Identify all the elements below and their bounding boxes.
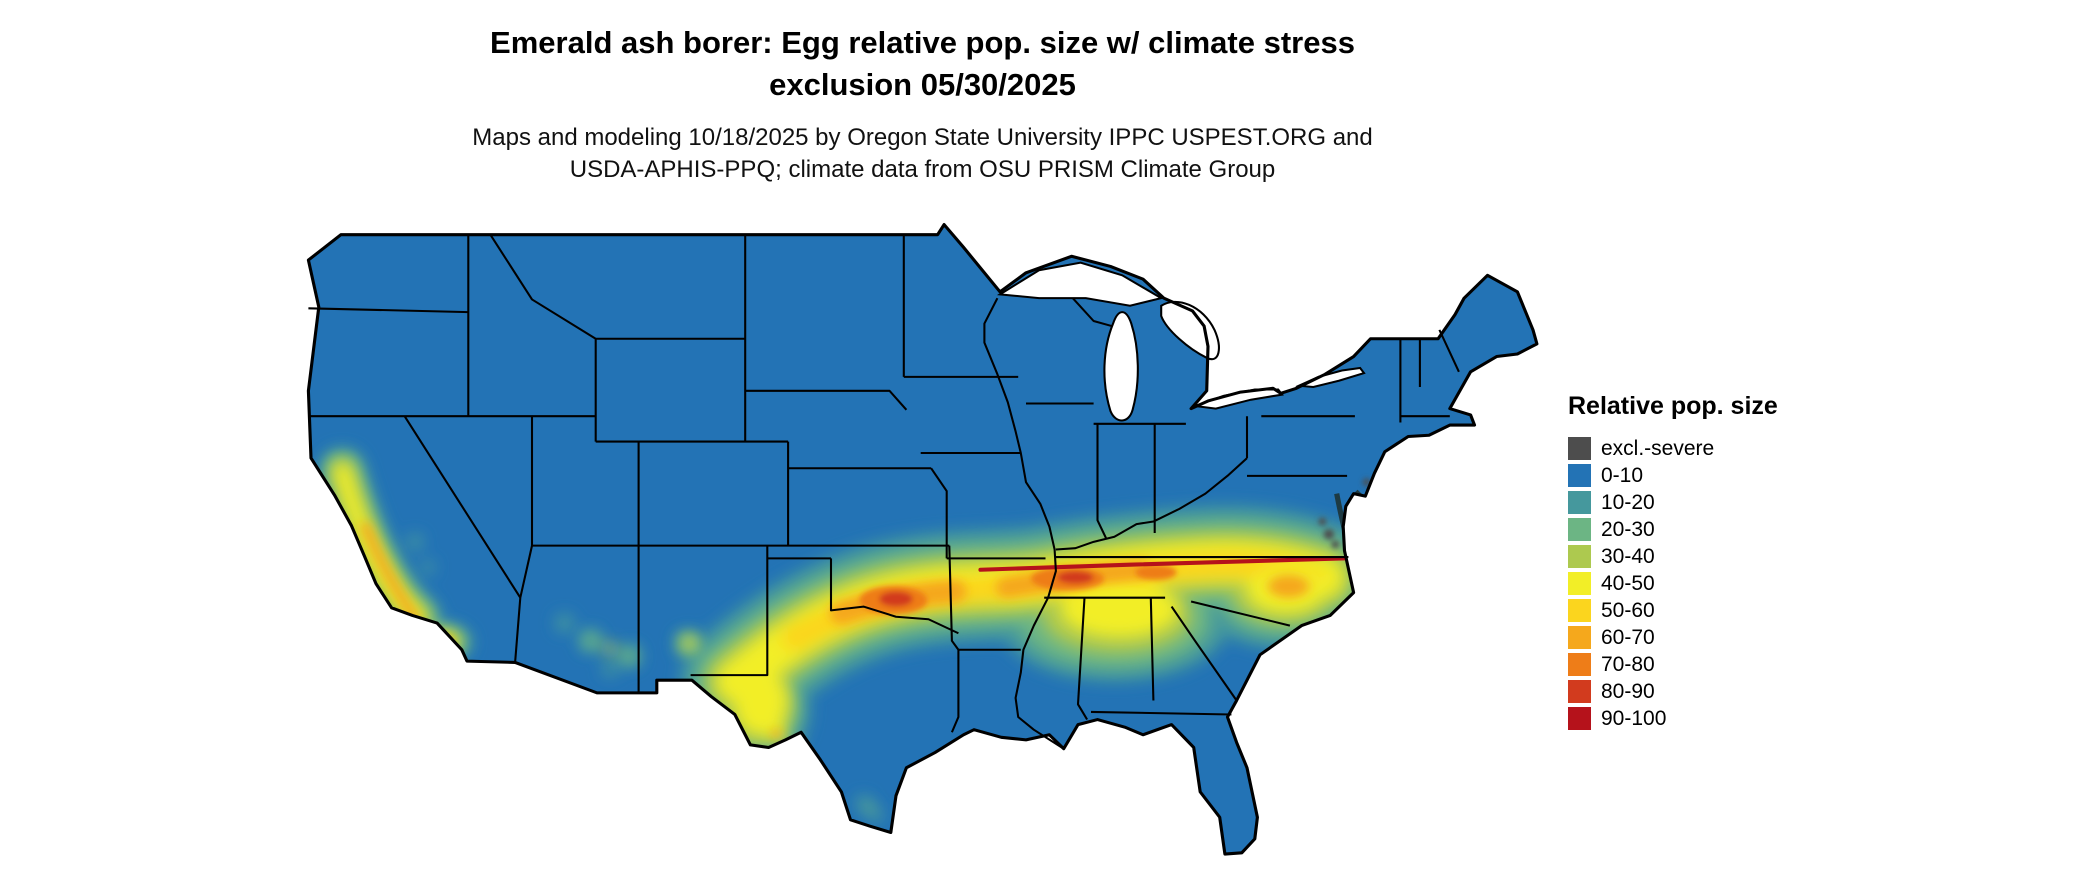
page-title: Emerald ash borer: Egg relative pop. siz…: [490, 25, 1355, 102]
legend-swatch: [1568, 680, 1591, 703]
legend-label: 0-10: [1601, 464, 1644, 487]
legend: Relative pop. size excl.-severe 0-10 10-…: [1568, 392, 1778, 732]
legend-swatch: [1568, 491, 1591, 514]
legend-item: 70-80: [1568, 651, 1778, 678]
us-map: [306, 223, 1539, 856]
legend-swatch: [1568, 572, 1591, 595]
legend-label: 10-20: [1601, 491, 1655, 514]
band-70-90: [437, 564, 1177, 647]
legend-swatch: [1568, 545, 1591, 568]
legend-item: 20-30: [1568, 516, 1778, 543]
legend-item: 30-40: [1568, 543, 1778, 570]
lake-superior: [996, 261, 1164, 307]
legend-label: 60-70: [1601, 626, 1655, 649]
legend-swatch: [1568, 464, 1591, 487]
legend-swatch: [1568, 653, 1591, 676]
legend-swatch: [1568, 626, 1591, 649]
legend-label: excl.-severe: [1601, 437, 1715, 460]
legend-item: 90-100: [1568, 705, 1778, 732]
legend-item: 80-90: [1568, 678, 1778, 705]
state-borders: [308, 234, 1460, 750]
legend-swatch: [1568, 518, 1591, 541]
legend-label: 50-60: [1601, 599, 1655, 622]
legend-item: 40-50: [1568, 570, 1778, 597]
legend-label: 40-50: [1601, 572, 1655, 595]
legend-label: 90-100: [1601, 707, 1667, 730]
legend-swatch: [1568, 707, 1591, 730]
legend-item: 0-10: [1568, 462, 1778, 489]
legend-item: 50-60: [1568, 597, 1778, 624]
legend-item: excl.-severe: [1568, 435, 1778, 462]
us-map-container: [298, 222, 1546, 882]
great-lakes: [996, 261, 1366, 422]
band-90-100: [978, 556, 1348, 572]
legend-swatch: [1568, 599, 1591, 622]
legend-label: 70-80: [1601, 653, 1655, 676]
raster-layer: [308, 224, 1537, 855]
legend-item: 10-20: [1568, 489, 1778, 516]
legend-swatch: [1568, 437, 1591, 460]
legend-item: 60-70: [1568, 624, 1778, 651]
page-subtitle: Maps and modeling 10/18/2025 by Oregon S…: [472, 123, 1373, 184]
title-block: Emerald ash borer: Egg relative pop. siz…: [0, 22, 1845, 186]
legend-title: Relative pop. size: [1568, 392, 1778, 420]
legend-label: 80-90: [1601, 680, 1655, 703]
legend-label: 30-40: [1601, 545, 1655, 568]
lake-huron: [1160, 300, 1220, 361]
us-outline: [306, 223, 1539, 856]
lake-michigan: [1103, 311, 1139, 422]
legend-label: 20-30: [1601, 518, 1655, 541]
band-excl-severe: [1318, 478, 1371, 549]
